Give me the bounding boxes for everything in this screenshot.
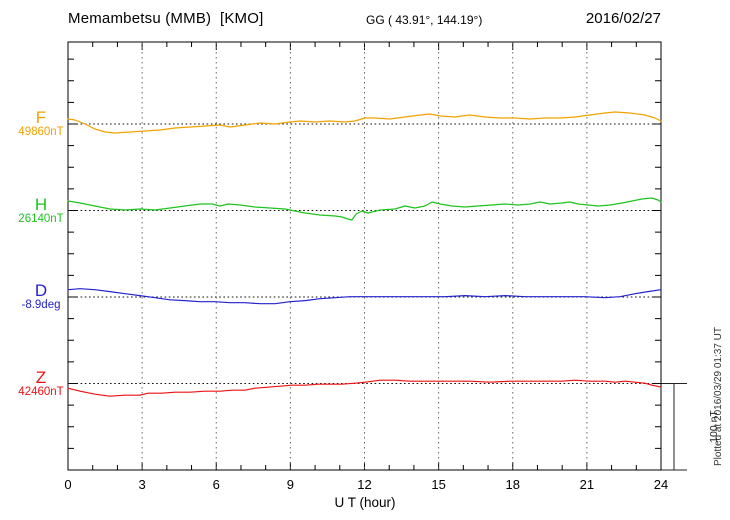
plotted-at-note: Plotted at 2016/03/29 01:37 UT [713,327,724,466]
plot-frame [67,41,662,471]
trace-F [67,111,662,134]
x-tick-label: 12 [357,477,372,492]
x-tick-label: 3 [138,477,146,492]
x-tick-label: 21 [579,477,595,492]
channel-label-F: F 49860nT [13,109,69,139]
plot-date: 2016/02/27 [585,10,661,27]
x-tick-label: 24 [653,477,669,492]
scalebar-label: 100 nT 0.5 deg [683,383,720,470]
channel-letter-Z: Z [35,367,47,387]
geo-coordinates: GG ( 43.91°, 144.19°) [366,13,483,27]
channel-letter-F: F [35,108,47,127]
channel-baseline-F: 49860nT [18,126,64,138]
channel-letter-H: H [34,194,48,214]
trace-Z [67,379,662,397]
x-tick-label: 9 [286,477,294,492]
channel-letter-D: D [34,281,48,300]
channel-label-Z: Z 42460nT [13,369,69,399]
channel-label-D: D -8.9deg [13,282,69,312]
channel-label-H: H 26140nT [13,196,69,226]
trace-H [67,197,662,221]
channel-baseline-D: -8.9deg [21,299,61,311]
x-tick-label: 0 [64,477,72,492]
x-tick-label: 18 [505,477,520,492]
x-tick-label: 6 [212,477,220,492]
channel-baseline-Z: 42460nT [18,385,64,398]
station-title: Memambetsu (MMB) [KMO] [68,10,264,27]
channel-baseline-H: 26140nT [18,212,64,225]
x-axis-title: U T (hour) [334,495,396,510]
x-tick-label: 15 [431,477,446,492]
trace-D [67,288,662,305]
